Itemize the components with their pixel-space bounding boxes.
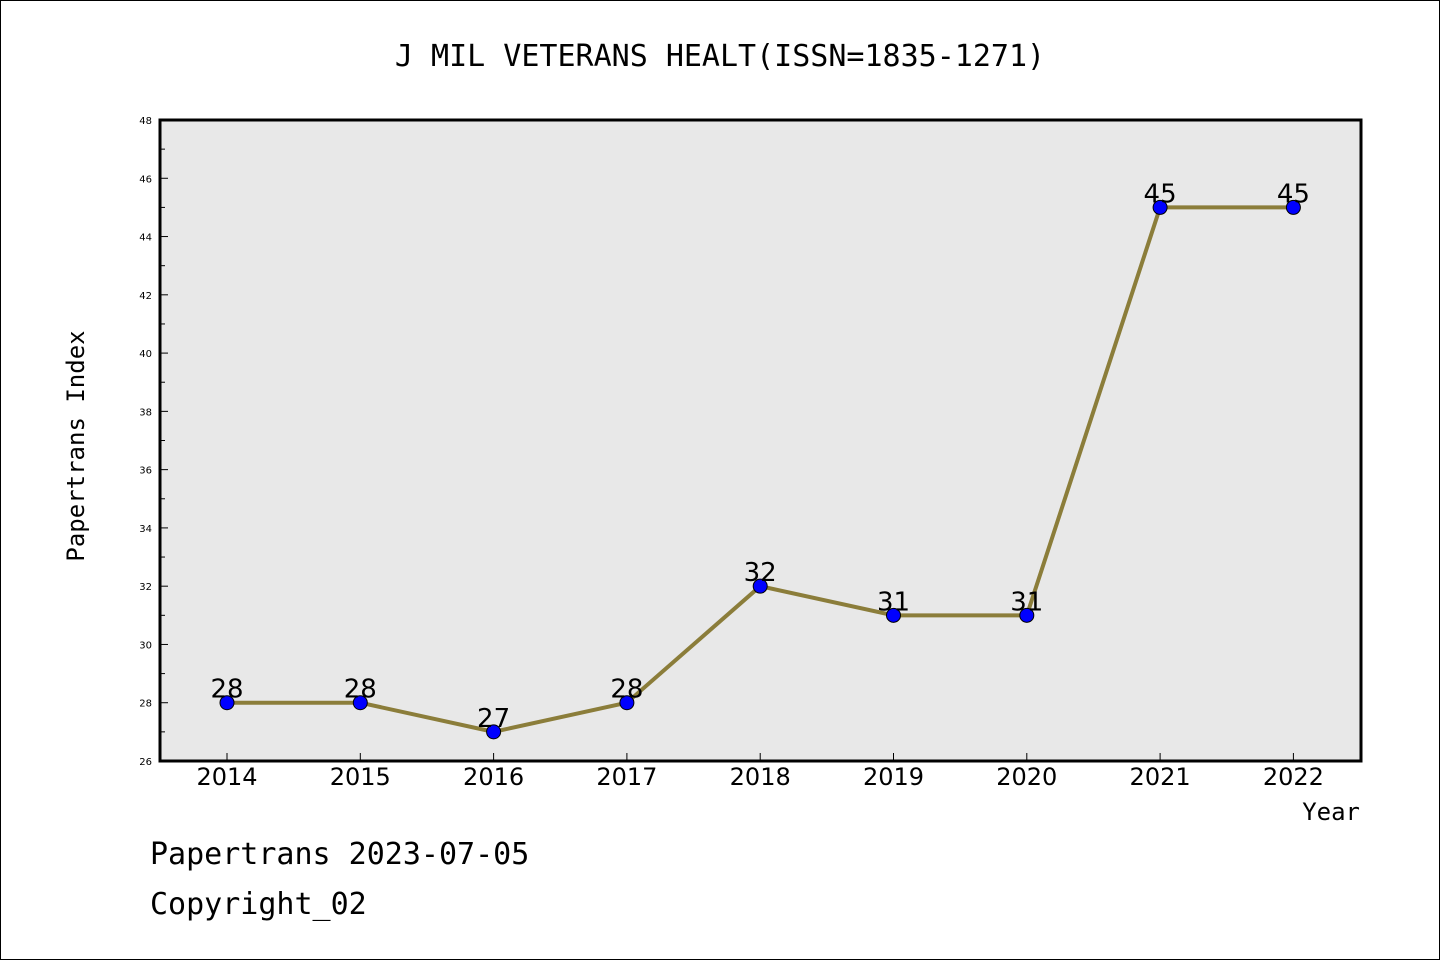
y-tick-label: 30 <box>139 640 152 651</box>
x-axis-label: Year <box>1302 798 1360 826</box>
x-tick-label: 2018 <box>730 763 791 791</box>
data-point <box>219 695 235 711</box>
data-point <box>886 607 901 623</box>
data-label: 28 <box>210 675 243 705</box>
data-label: 31 <box>877 587 910 617</box>
y-tick-label: 40 <box>139 349 152 360</box>
x-tick-label: 2021 <box>1130 763 1191 791</box>
data-label: 27 <box>477 704 510 734</box>
series-group: 28 28 27 28 32 31 31 45 45 <box>210 179 1310 740</box>
data-point <box>1019 607 1035 623</box>
data-label: 28 <box>610 675 643 705</box>
data-point <box>619 695 635 711</box>
data-label: 31 <box>1010 587 1043 617</box>
x-tick-label: 2016 <box>463 763 524 791</box>
y-tick-label: 48 <box>139 116 152 127</box>
footer-date: Papertrans 2023-07-05 <box>150 837 529 872</box>
y-tick-label: 42 <box>139 291 152 302</box>
data-point <box>752 578 768 594</box>
data-label: 28 <box>344 675 377 705</box>
data-label: 45 <box>1144 179 1177 209</box>
y-tick-label: 32 <box>139 582 152 593</box>
x-tick-label: 2019 <box>863 763 924 791</box>
x-tick-label: 2015 <box>330 763 391 791</box>
x-tick-label: 2017 <box>596 763 657 791</box>
data-point <box>1285 199 1301 215</box>
y-tick-label: 38 <box>139 407 152 418</box>
y-tick-label: 36 <box>139 466 152 477</box>
y-axis: 26 28 30 32 34 36 38 40 42 44 46 48 <box>139 116 168 768</box>
y-tick-label: 46 <box>139 174 152 185</box>
data-label: 45 <box>1277 179 1310 209</box>
x-tick-label: 2020 <box>996 763 1057 791</box>
y-axis-label: Papertrans Index <box>62 330 90 561</box>
data-point <box>486 724 502 740</box>
data-label: 32 <box>744 558 777 588</box>
y-tick-label: 28 <box>139 699 152 710</box>
y-tick-label: 26 <box>139 757 152 768</box>
x-tick-label: 2022 <box>1263 763 1324 791</box>
data-point <box>1152 199 1168 215</box>
footer-copyright: Copyright_02 <box>150 887 367 922</box>
y-tick-label: 34 <box>139 524 152 535</box>
x-tick-label: 2014 <box>196 763 257 791</box>
data-point <box>352 695 368 711</box>
chart-title: J MIL VETERANS HEALT(ISSN=1835-1271) <box>395 39 1045 74</box>
y-tick-label: 44 <box>139 233 152 244</box>
x-axis: 2014 2015 2016 2017 2018 2019 2020 2021 2022 <box>196 753 1324 791</box>
plot-area <box>158 118 1363 763</box>
